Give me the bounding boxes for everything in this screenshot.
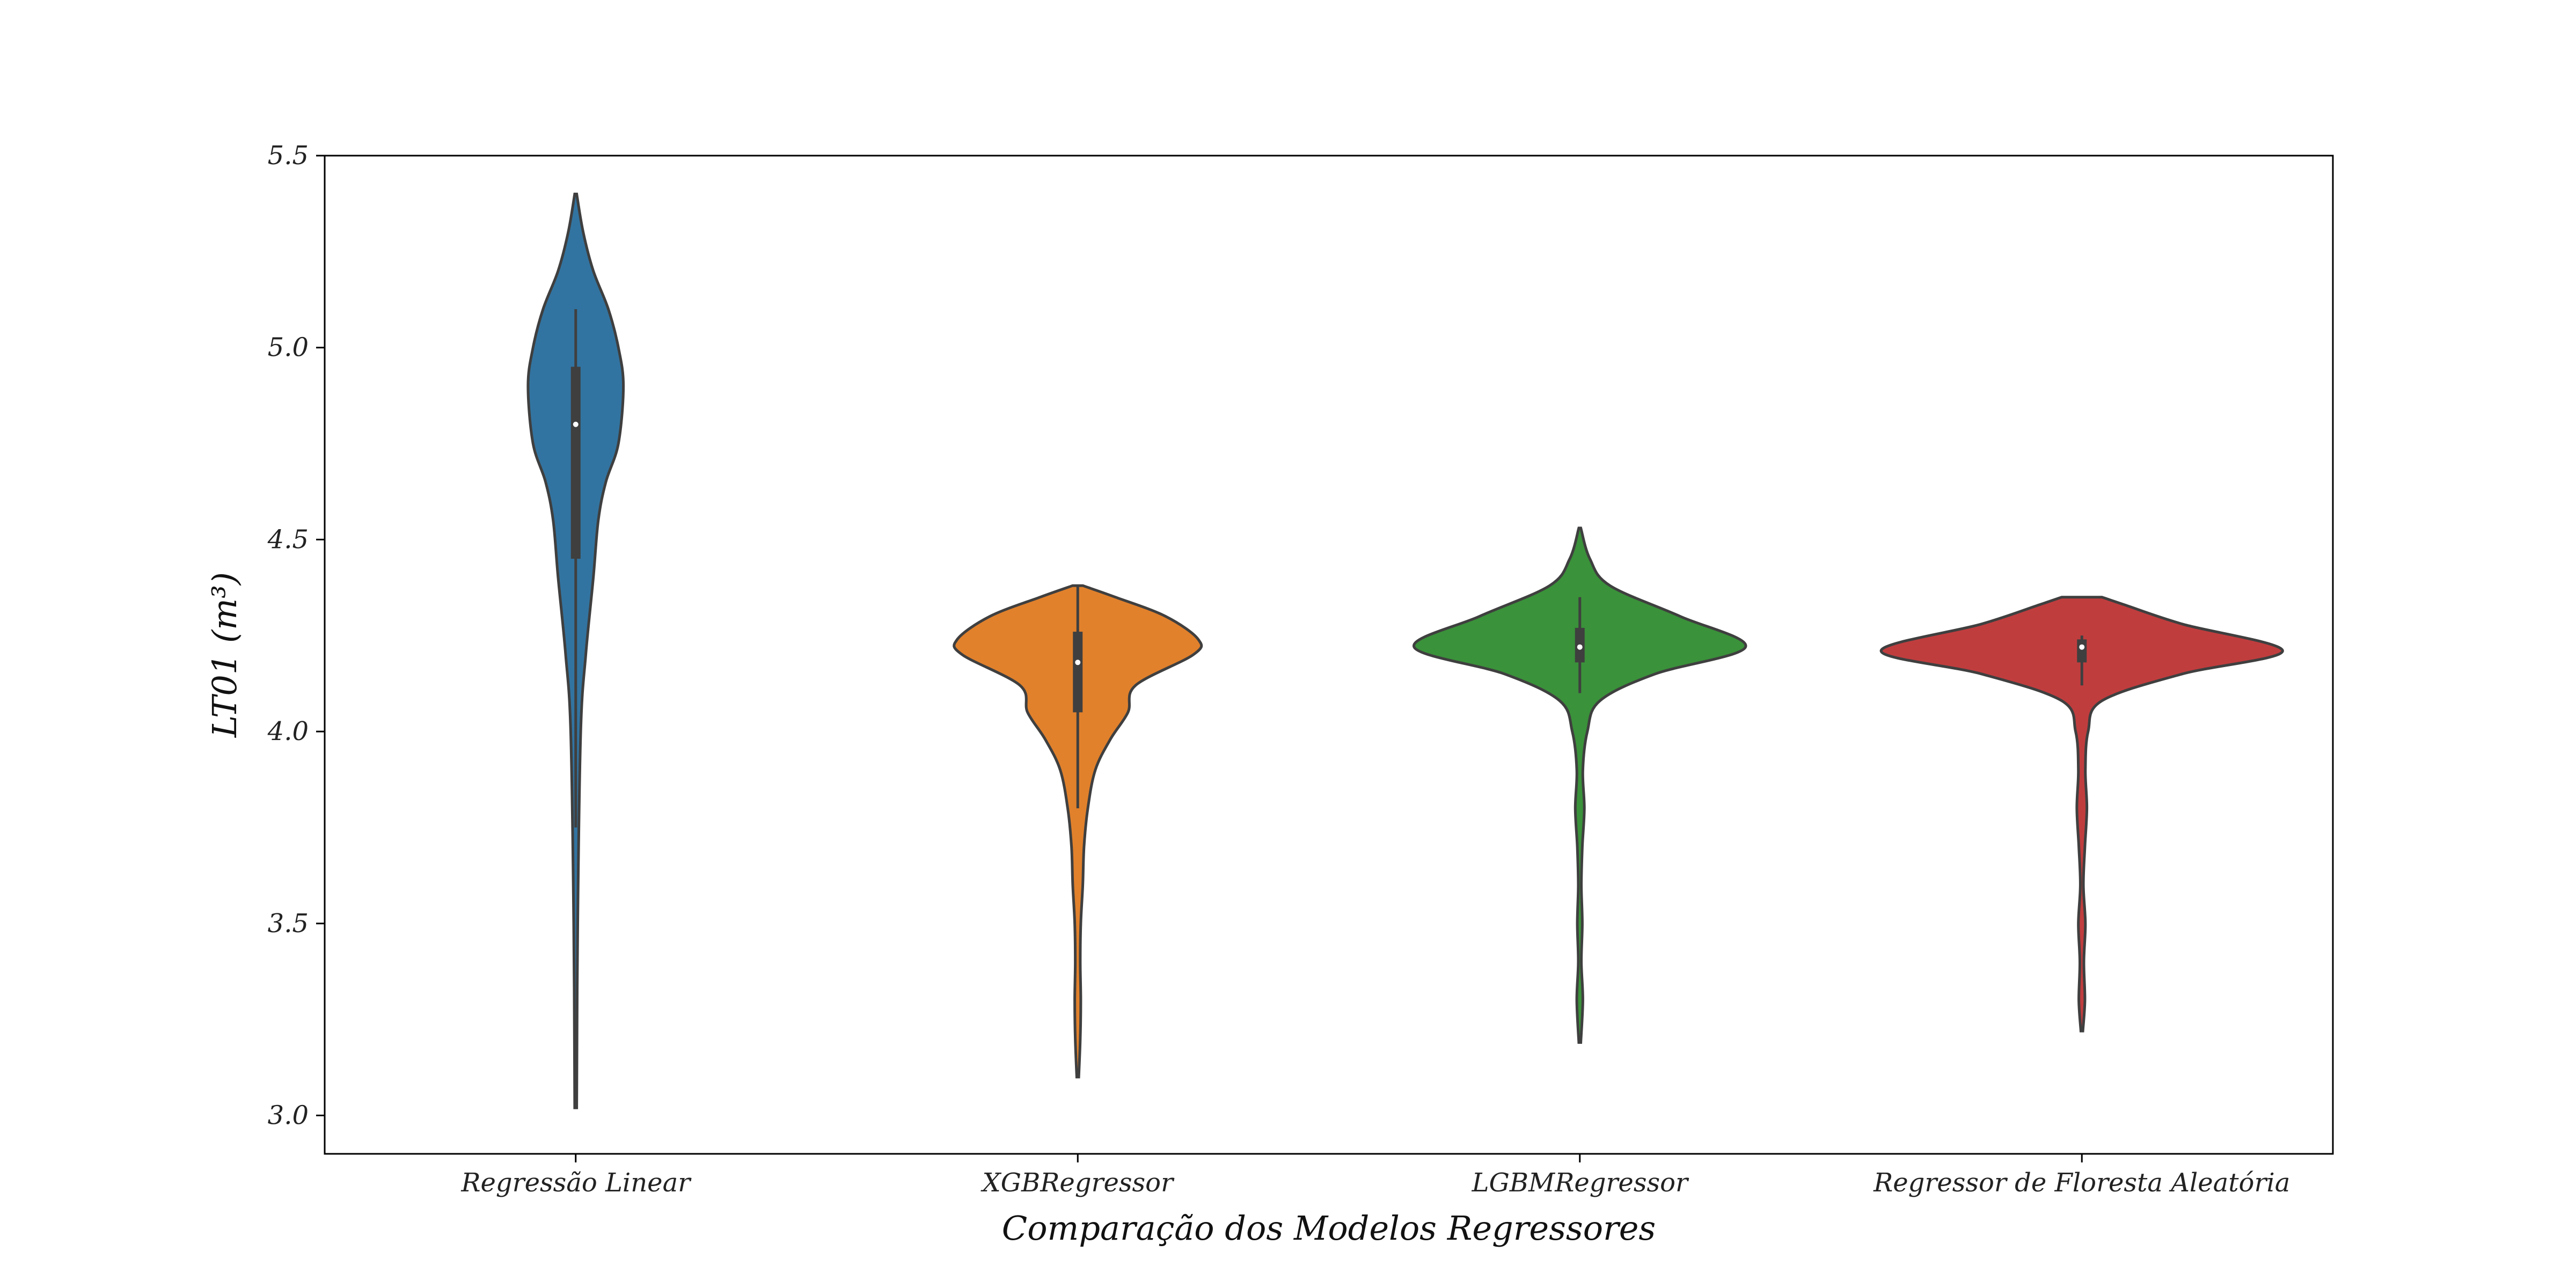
- violin-3: [1413, 526, 1747, 1044]
- violin-iqr-box: [1073, 632, 1083, 713]
- x-axis: Regressão Linear XGBRegressor LGBMRegresso…: [460, 1154, 2290, 1198]
- x-axis-title: Comparação dos Modelos Regressores: [1002, 1209, 1656, 1248]
- violin-body: [953, 584, 1203, 1079]
- y-axis: 3.0 3.5 4.0 4.5 5.0 5.5: [267, 141, 325, 1130]
- y-tick-label: 5.0: [268, 333, 309, 363]
- y-tick-label: 5.5: [268, 141, 309, 171]
- violin-body: [1879, 596, 2284, 1033]
- violin-median-dot: [1075, 660, 1081, 665]
- violin-iqr-box: [2077, 639, 2087, 663]
- y-tick-label: 3.5: [268, 909, 309, 939]
- violin-median-dot: [1577, 644, 1583, 650]
- y-tick-label: 4.5: [267, 524, 309, 554]
- y-tick-label: 3.0: [268, 1100, 309, 1130]
- x-tick-label: XGBRegressor: [980, 1168, 1175, 1198]
- violin-median-dot: [573, 421, 579, 427]
- violins-layer: [526, 193, 2284, 1109]
- x-tick-label: Regressor de Floresta Aleatória: [1873, 1168, 2290, 1198]
- violin-1: [526, 193, 625, 1109]
- violin-2: [953, 584, 1203, 1079]
- violin-iqr-box: [570, 367, 581, 559]
- x-tick-label: Regressão Linear: [460, 1168, 692, 1198]
- violin-4: [1879, 596, 2284, 1033]
- x-tick-label: LGBMRegressor: [1472, 1168, 1689, 1198]
- violin-median-dot: [2079, 644, 2085, 650]
- y-tick-label: 4.0: [267, 716, 309, 747]
- y-axis-title: LT01 (m³): [205, 572, 244, 738]
- plot-area-frame: [324, 155, 2334, 1155]
- violin-body: [1413, 526, 1747, 1044]
